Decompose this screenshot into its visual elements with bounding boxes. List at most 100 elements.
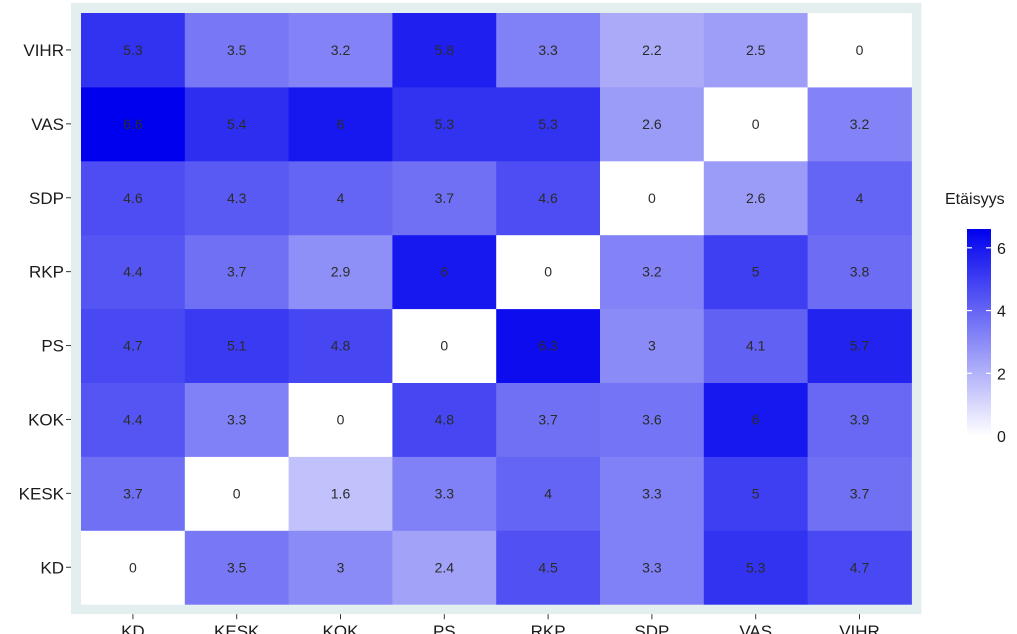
cell-value-label: 2.9 bbox=[331, 264, 351, 280]
cell-value-label: 5.1 bbox=[227, 338, 247, 354]
heatmap-cell bbox=[392, 382, 497, 457]
heatmap-cell bbox=[807, 160, 912, 236]
x-tick-label: KD bbox=[121, 622, 145, 634]
cell-value-label: 6.3 bbox=[538, 338, 558, 354]
cell-value-label: 3 bbox=[337, 559, 345, 575]
heatmap-cell bbox=[392, 308, 497, 383]
heatmap-cell bbox=[807, 308, 912, 383]
heatmap-cell bbox=[288, 530, 393, 605]
y-tick-label: KOK bbox=[28, 410, 65, 429]
x-tick-label: KESK bbox=[214, 622, 260, 634]
cell-value-label: 3.7 bbox=[538, 411, 558, 427]
cell-value-label: 2.5 bbox=[746, 42, 766, 58]
cell-value-label: 2.6 bbox=[642, 116, 662, 132]
cell-value-label: 3.9 bbox=[850, 411, 870, 427]
heatmap-cell bbox=[703, 13, 809, 88]
heatmap-cell bbox=[807, 530, 912, 605]
heatmap-cell bbox=[184, 308, 290, 383]
heatmap-cell bbox=[703, 456, 809, 531]
cell-value-label: 4.7 bbox=[850, 559, 870, 575]
heatmap-cell-labels: 0 3.5 3 2.4 4.5 3.3 5.3 4.7 3.7 0 1.6 3.3 4 3.3 5 3.7 4.… bbox=[123, 42, 869, 575]
legend-tick-label: 4 bbox=[997, 304, 1006, 321]
heatmap-cell bbox=[81, 160, 186, 236]
heatmap-cell bbox=[600, 160, 705, 236]
y-tick-label: RKP bbox=[29, 263, 64, 282]
cell-value-label: 4.5 bbox=[538, 559, 558, 575]
heatmap-cell bbox=[81, 234, 186, 310]
heatmap-cell bbox=[81, 308, 186, 383]
heatmap-cell bbox=[496, 456, 601, 531]
cell-value-label: 5.7 bbox=[850, 338, 870, 354]
heatmap-cell bbox=[600, 13, 705, 88]
heatmap-cell bbox=[496, 308, 601, 383]
legend-colorbar bbox=[967, 229, 991, 436]
cell-value-label: 3.7 bbox=[435, 190, 455, 206]
cell-value-label: 4.3 bbox=[227, 190, 247, 206]
cell-value-label: 3.7 bbox=[227, 264, 247, 280]
cell-value-label: 4.7 bbox=[123, 338, 143, 354]
heatmap-cell bbox=[81, 456, 186, 531]
cell-value-label: 3.7 bbox=[123, 485, 143, 501]
heatmap-cell bbox=[184, 160, 290, 236]
heatmap-cell bbox=[703, 308, 809, 383]
cell-value-label: 3.2 bbox=[850, 116, 870, 132]
cell-value-label: 4.4 bbox=[123, 411, 143, 427]
cell-value-label: 3.6 bbox=[642, 411, 662, 427]
heatmap-cell bbox=[392, 456, 497, 531]
cell-value-label: 2.6 bbox=[746, 190, 766, 206]
cell-value-label: 0 bbox=[648, 190, 656, 206]
cell-value-label: 5.3 bbox=[123, 42, 143, 58]
cell-value-label: 5.3 bbox=[435, 116, 455, 132]
heatmap-cell bbox=[496, 234, 601, 310]
legend-tick-label: 6 bbox=[997, 241, 1006, 258]
cell-value-label: 5.3 bbox=[538, 116, 558, 132]
heatmap-cell bbox=[392, 160, 497, 236]
cell-value-label: 4.8 bbox=[435, 411, 455, 427]
cell-value-label: 5.8 bbox=[435, 42, 455, 58]
heatmap-cell bbox=[600, 308, 705, 383]
cell-value-label: 0 bbox=[752, 116, 760, 132]
cell-value-label: 4.1 bbox=[746, 338, 766, 354]
heatmap-cell bbox=[807, 13, 912, 88]
heatmap-cell bbox=[703, 86, 809, 162]
cell-value-label: 3.2 bbox=[642, 264, 662, 280]
heatmap-cell bbox=[807, 86, 912, 162]
heatmap-cell bbox=[807, 456, 912, 531]
cell-value-label: 5 bbox=[752, 485, 760, 501]
cell-value-label: 0 bbox=[544, 264, 552, 280]
heatmap-cell bbox=[496, 530, 601, 605]
cell-value-label: 1.6 bbox=[331, 485, 351, 501]
cell-value-label: 4.4 bbox=[123, 264, 143, 280]
cell-value-label: 6 bbox=[440, 264, 448, 280]
x-tick-label: SDP bbox=[634, 622, 669, 634]
legend: Etäisyys 0 2 4 6 bbox=[945, 191, 1006, 446]
y-tick-label: KD bbox=[40, 558, 64, 577]
cell-value-label: 4 bbox=[856, 190, 864, 206]
cell-value-label: 3.3 bbox=[227, 411, 247, 427]
heatmap-cell bbox=[600, 86, 705, 162]
heatmap-cell bbox=[703, 234, 809, 310]
heatmap-cell bbox=[807, 382, 912, 457]
cell-value-label: 2.2 bbox=[642, 42, 662, 58]
x-tick-label: VIHR bbox=[839, 622, 880, 634]
cell-value-label: 2.4 bbox=[435, 559, 455, 575]
cell-value-label: 3.3 bbox=[538, 42, 558, 58]
heatmap-cell bbox=[392, 86, 497, 162]
cell-value-label: 4.6 bbox=[123, 190, 143, 206]
heatmap-cell bbox=[496, 86, 601, 162]
heatmap-cell bbox=[600, 382, 705, 457]
x-axis: KD KESK KOK PS RKP SDP VAS VIHR bbox=[121, 614, 880, 634]
cell-value-label: 3.5 bbox=[227, 42, 247, 58]
cell-value-label: 6 bbox=[752, 411, 760, 427]
legend-tick-label: 0 bbox=[997, 429, 1006, 446]
heatmap-cell bbox=[288, 160, 393, 236]
cell-value-label: 3 bbox=[648, 338, 656, 354]
heatmap-cell bbox=[496, 13, 601, 88]
heatmap-cell bbox=[288, 382, 393, 457]
heatmap-cell bbox=[288, 456, 393, 531]
cell-value-label: 0 bbox=[440, 338, 448, 354]
heatmap-cell bbox=[392, 530, 497, 605]
heatmap-cell bbox=[807, 234, 912, 310]
y-tick-label: PS bbox=[41, 337, 64, 356]
y-tick-label: VAS bbox=[31, 115, 64, 134]
